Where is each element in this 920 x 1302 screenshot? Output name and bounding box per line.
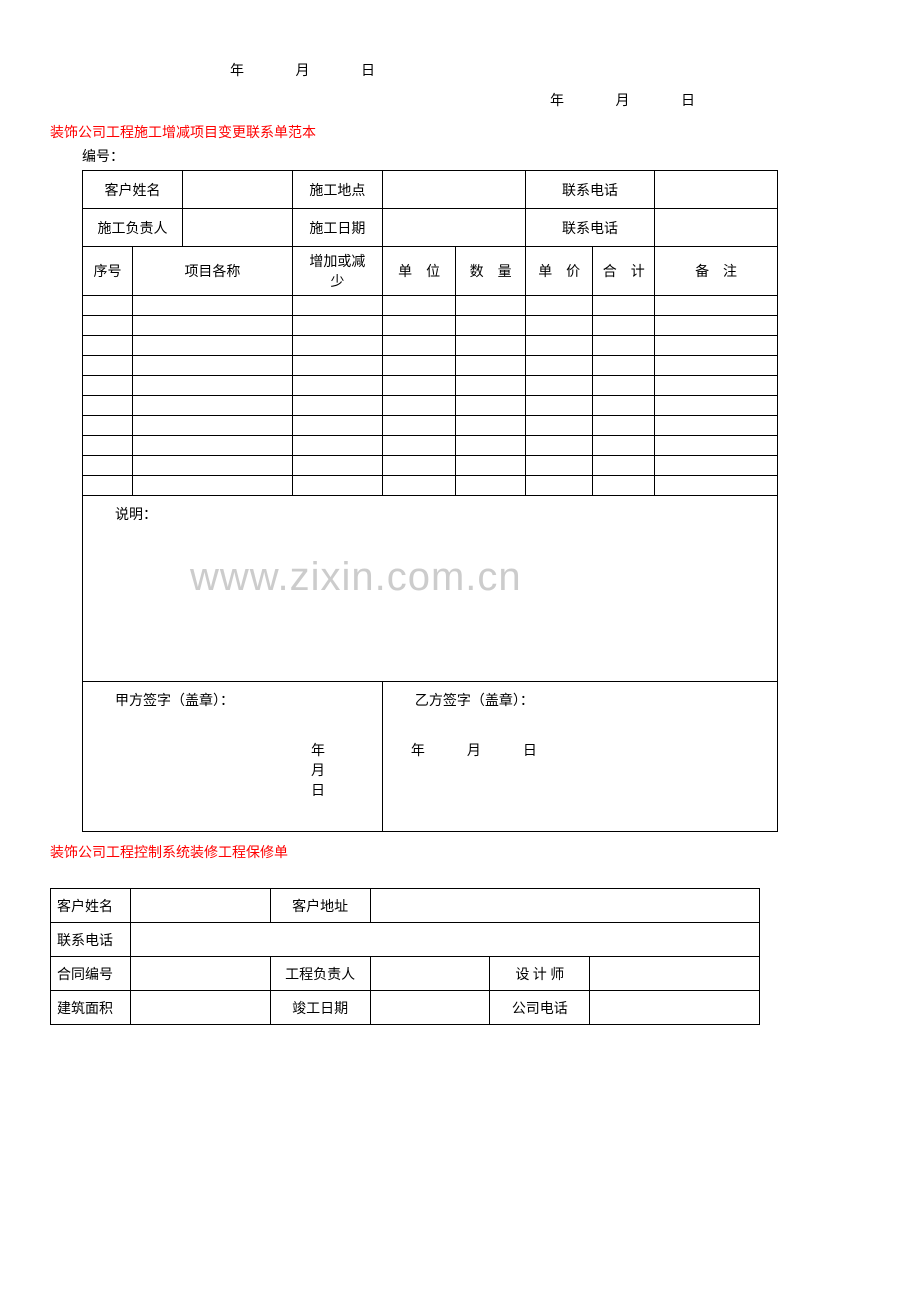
table-row: 联系电话: [51, 923, 760, 957]
table-row: [83, 436, 778, 456]
section-title-1: 装饰公司工程施工增减项目变更联系单范本: [50, 122, 870, 142]
table-row: [83, 476, 778, 496]
work-date-value: [382, 209, 525, 247]
table-row: [83, 316, 778, 336]
col-total: 合 计: [593, 247, 655, 296]
section-title-2: 装饰公司工程控制系统装修工程保修单: [50, 842, 870, 862]
table-row: 序号 项目各称 增加或减 少 单 位 数 量 单 价 合 计 备 注: [83, 247, 778, 296]
phone-value-2: [655, 209, 778, 247]
table-row: [83, 336, 778, 356]
top-date-1: 年 月 日: [230, 60, 870, 80]
table-row: 客户姓名 客户地址: [51, 889, 760, 923]
phone-label-2: 联系电话: [525, 209, 654, 247]
top-date-2: 年 月 日: [550, 90, 870, 110]
table-row: [83, 356, 778, 376]
party-b-sign-cell: 乙方签字（盖章）： 年 月 日: [382, 682, 777, 832]
t2-supervisor-value: [370, 957, 490, 991]
t2-supervisor-label: 工程负责人: [270, 957, 370, 991]
explain-label: 说明：: [115, 508, 157, 523]
t2-area-value: [130, 991, 270, 1025]
customer-name-label: 客户姓名: [83, 171, 183, 209]
table-row: 客户姓名 施工地点 联系电话: [83, 171, 778, 209]
col-seq: 序号: [83, 247, 133, 296]
table-row: 说明：: [83, 496, 778, 682]
table-row: [83, 456, 778, 476]
table-row: 建筑面积 竣工日期 公司电话: [51, 991, 760, 1025]
col-remark: 备 注: [655, 247, 778, 296]
col-item-name: 项目各称: [132, 247, 292, 296]
supervisor-value: [182, 209, 292, 247]
table-row: [83, 296, 778, 316]
t2-designer-label: 设 计 师: [490, 957, 590, 991]
t2-phone-value: [130, 923, 759, 957]
t2-customer-name-value: [130, 889, 270, 923]
col-price: 单 价: [525, 247, 593, 296]
change-form-table: 客户姓名 施工地点 联系电话 施工负责人 施工日期 联系电话 序号 项目各称 增…: [82, 170, 778, 832]
work-date-label: 施工日期: [292, 209, 382, 247]
col-add-reduce: 增加或减 少: [292, 247, 382, 296]
table-row: [83, 396, 778, 416]
t2-contract-no-value: [130, 957, 270, 991]
table-row: [83, 376, 778, 396]
t2-customer-addr-label: 客户地址: [270, 889, 370, 923]
doc-number-label: 编号：: [82, 146, 870, 166]
t2-complete-date-value: [370, 991, 490, 1025]
location-label: 施工地点: [292, 171, 382, 209]
explain-cell: 说明：: [83, 496, 778, 682]
t2-area-label: 建筑面积: [51, 991, 131, 1025]
col-unit: 单 位: [382, 247, 455, 296]
party-a-sign-date: 年 月 日: [311, 740, 374, 800]
phone-value-1: [655, 171, 778, 209]
phone-label-1: 联系电话: [525, 171, 654, 209]
customer-name-value: [182, 171, 292, 209]
t2-complete-date-label: 竣工日期: [270, 991, 370, 1025]
t2-contract-no-label: 合同编号: [51, 957, 131, 991]
t2-company-phone-value: [590, 991, 760, 1025]
party-a-sign-cell: 甲方签字（盖章）： 年 月 日: [83, 682, 383, 832]
party-b-sign-label: 乙方签字（盖章）：: [415, 690, 769, 710]
table-row: 甲方签字（盖章）： 年 月 日 乙方签字（盖章）： 年 月 日: [83, 682, 778, 832]
t2-company-phone-label: 公司电话: [490, 991, 590, 1025]
location-value: [382, 171, 525, 209]
col-qty: 数 量: [456, 247, 526, 296]
warranty-form-table: 客户姓名 客户地址 联系电话 合同编号 工程负责人 设 计 师 建筑面积 竣工日…: [50, 888, 760, 1025]
t2-customer-addr-value: [370, 889, 759, 923]
t2-phone-label: 联系电话: [51, 923, 131, 957]
supervisor-label: 施工负责人: [83, 209, 183, 247]
table-row: 合同编号 工程负责人 设 计 师: [51, 957, 760, 991]
table-row: [83, 416, 778, 436]
t2-customer-name-label: 客户姓名: [51, 889, 131, 923]
party-b-sign-date: 年 月 日: [411, 740, 769, 760]
party-a-sign-label: 甲方签字（盖章）：: [115, 690, 374, 710]
table-row: 施工负责人 施工日期 联系电话: [83, 209, 778, 247]
t2-designer-value: [590, 957, 760, 991]
